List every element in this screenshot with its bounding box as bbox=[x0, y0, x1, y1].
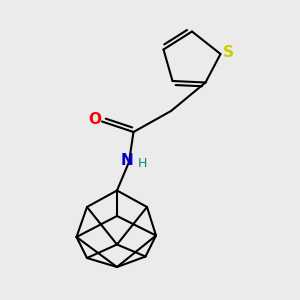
Text: H: H bbox=[138, 157, 147, 170]
Text: S: S bbox=[223, 45, 233, 60]
Text: O: O bbox=[88, 112, 101, 128]
Text: N: N bbox=[121, 153, 134, 168]
